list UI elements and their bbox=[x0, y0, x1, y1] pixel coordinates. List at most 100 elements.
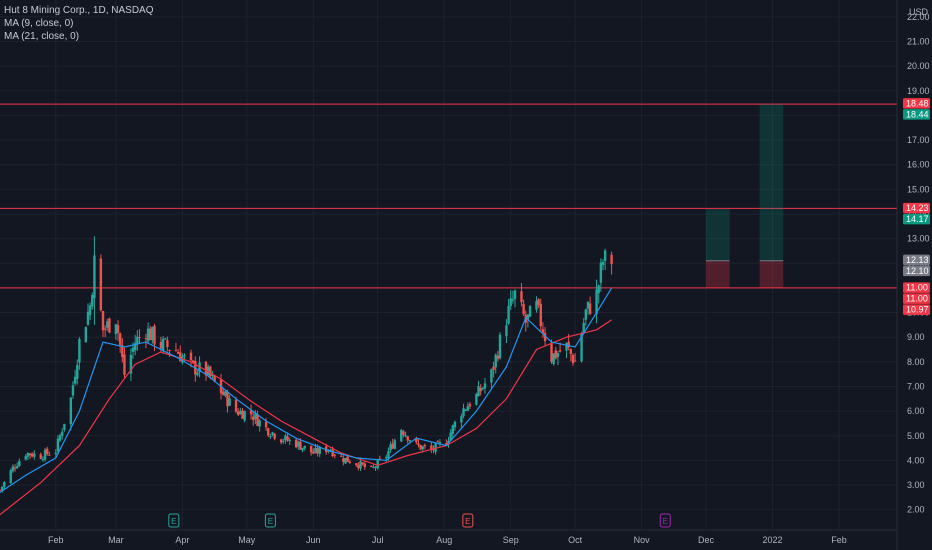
candle-body bbox=[571, 354, 575, 364]
x-tick-label: Sep bbox=[503, 535, 519, 545]
candle-body bbox=[211, 374, 214, 376]
candle-body bbox=[316, 448, 319, 454]
candle-body bbox=[91, 294, 94, 307]
chart-legend: Hut 8 Mining Corp., 1D, NASDAQ MA (9, cl… bbox=[4, 4, 154, 43]
x-tick-label: Feb bbox=[831, 535, 847, 545]
candle-body bbox=[404, 435, 407, 437]
candle-body bbox=[166, 340, 169, 347]
candle-body bbox=[552, 353, 555, 364]
candle-body bbox=[387, 451, 390, 458]
candle-body bbox=[176, 352, 180, 354]
candle-body bbox=[550, 342, 553, 362]
candle-body bbox=[303, 445, 306, 449]
candle-body bbox=[511, 299, 515, 301]
candle-body bbox=[249, 410, 253, 415]
candle-body bbox=[189, 352, 193, 361]
candle-body bbox=[537, 299, 540, 305]
candle-body bbox=[312, 451, 315, 454]
candle-body bbox=[114, 324, 118, 335]
position-profit-zone bbox=[706, 209, 730, 261]
candle-body bbox=[462, 408, 465, 417]
earnings-event-icon bbox=[659, 513, 671, 528]
legend-symbol[interactable]: Hut 8 Mining Corp., 1D, NASDAQ bbox=[4, 5, 154, 16]
candle-body bbox=[191, 360, 195, 363]
candle-body bbox=[460, 416, 463, 423]
candle-body bbox=[282, 440, 285, 442]
candle-body bbox=[408, 440, 412, 442]
candle-body bbox=[453, 421, 457, 428]
candle-body bbox=[406, 436, 409, 441]
y-tick-label: 4.00 bbox=[907, 455, 925, 465]
candle-body bbox=[106, 321, 109, 328]
candle-body bbox=[400, 430, 403, 442]
candle-body bbox=[509, 298, 512, 306]
candle-body bbox=[582, 322, 585, 333]
candle-body bbox=[144, 338, 148, 340]
candle-body bbox=[288, 439, 291, 441]
price-tag-text: 12.13 bbox=[906, 255, 929, 265]
y-tick-label: 19.00 bbox=[907, 86, 930, 96]
candle-body bbox=[468, 404, 472, 407]
candle-body bbox=[359, 461, 362, 469]
candle-body bbox=[48, 454, 51, 456]
legend-ma21[interactable]: MA (21, close, 0) bbox=[4, 31, 80, 42]
earnings-event-label: E bbox=[171, 517, 176, 526]
candle-body bbox=[447, 440, 450, 444]
x-tick-label: Aug bbox=[436, 535, 452, 545]
candle-body bbox=[213, 375, 216, 382]
y-tick-label: 21.00 bbox=[907, 36, 930, 46]
ma9-line bbox=[0, 287, 613, 493]
candle-body bbox=[449, 432, 452, 441]
candle-body bbox=[595, 289, 598, 314]
candle-body bbox=[69, 397, 73, 425]
candle-body bbox=[417, 443, 420, 445]
candle-body bbox=[603, 250, 607, 261]
candle-body bbox=[121, 345, 124, 358]
x-tick-label: 2022 bbox=[763, 535, 783, 545]
y-tick-label: 8.00 bbox=[907, 357, 925, 367]
earnings-event-label: E bbox=[268, 517, 273, 526]
candle-body bbox=[101, 311, 105, 331]
candle-body bbox=[475, 394, 478, 405]
horizontal-lines bbox=[0, 103, 897, 289]
candle-body bbox=[39, 454, 42, 459]
candle-body bbox=[61, 431, 64, 436]
candle-body bbox=[601, 261, 605, 266]
candle-body bbox=[494, 354, 497, 368]
candle-body bbox=[477, 386, 480, 397]
candle-body bbox=[385, 456, 388, 459]
candle-body bbox=[54, 452, 57, 455]
candle-body bbox=[464, 409, 467, 411]
earnings-event-icon bbox=[462, 513, 474, 528]
candle-body bbox=[258, 420, 261, 427]
candle-body bbox=[348, 461, 351, 464]
legend-ma9[interactable]: MA (9, close, 0) bbox=[4, 18, 74, 29]
time-axis[interactable]: Feb Mar Apr May Jun Jul Aug Sep Oct Nov Dec 2022 Feb bbox=[0, 529, 897, 545]
moving-averages bbox=[0, 287, 613, 516]
candle-body bbox=[565, 343, 568, 351]
candle-body bbox=[196, 372, 199, 376]
candle-body bbox=[466, 406, 470, 411]
candle-body bbox=[99, 258, 103, 311]
candle-body bbox=[269, 436, 272, 438]
position-boxes bbox=[706, 104, 784, 288]
candle-body bbox=[376, 460, 379, 469]
candle-body bbox=[438, 441, 442, 443]
candle-body bbox=[41, 459, 45, 461]
candle-body bbox=[30, 453, 34, 457]
candle-body bbox=[0, 489, 2, 491]
candle-body bbox=[333, 454, 336, 456]
candle-body bbox=[357, 464, 360, 468]
price-tag-text: 12.10 bbox=[906, 266, 929, 276]
price-tag bbox=[903, 282, 930, 293]
y-tick-label: 20.00 bbox=[907, 61, 930, 71]
price-tag bbox=[903, 254, 930, 266]
candle-body bbox=[513, 290, 517, 300]
candle-body bbox=[28, 453, 32, 456]
candle-body bbox=[436, 441, 439, 443]
candle-body bbox=[415, 438, 418, 443]
candle-body bbox=[479, 388, 482, 392]
